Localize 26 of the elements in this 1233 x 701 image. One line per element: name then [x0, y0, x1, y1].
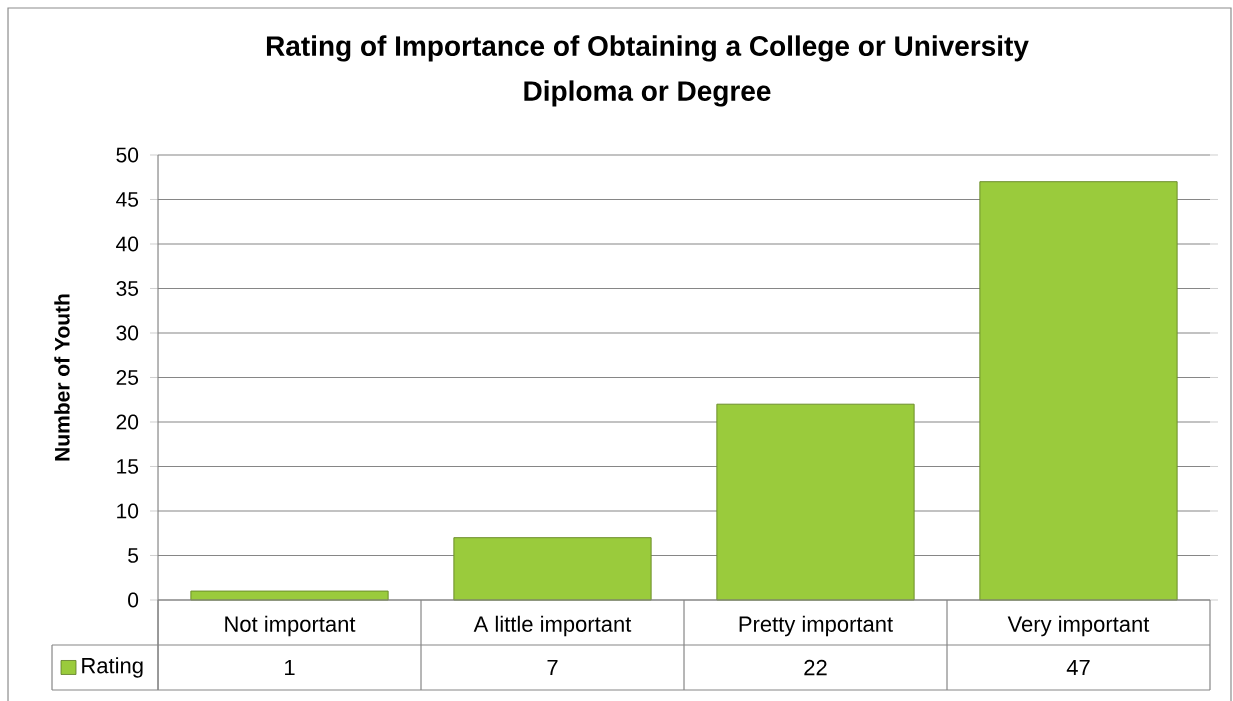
y-tick-label: 30 [116, 325, 139, 341]
x-tick-label: Not important [225, 615, 356, 637]
chart-title: Rating of Importance of Obtaining a College or University Diploma or Degree [266, 35, 1029, 107]
y-tick-label: 35 [116, 281, 139, 296]
y-tick-label: 40 [116, 236, 139, 252]
bar [453, 537, 652, 601]
bar [716, 403, 915, 601]
y-tick-label: 45 [116, 192, 139, 207]
y-axis-title: Number of Youth [54, 294, 70, 461]
y-tick-label: 15 [117, 459, 139, 474]
bar [190, 590, 389, 601]
y-tick-label: 20 [116, 414, 139, 430]
data-label: 47 [1066, 659, 1090, 676]
legend-label: Rating [82, 657, 143, 678]
x-tick-label: A little important [473, 615, 632, 637]
data-label: 7 [547, 659, 558, 676]
y-tick-label: 0 [128, 592, 139, 608]
y-tick-label: 10 [117, 503, 139, 519]
data-label: 1 [285, 659, 295, 676]
data-label: 22 [804, 659, 827, 676]
y-tick-label: 50 [116, 147, 139, 163]
y-tick-label: 25 [116, 370, 139, 385]
y-tick-label: 5 [128, 548, 139, 563]
bar [979, 181, 1178, 601]
x-tick-label: Very important [1007, 615, 1150, 637]
x-tick-label: Pretty important [739, 615, 893, 637]
